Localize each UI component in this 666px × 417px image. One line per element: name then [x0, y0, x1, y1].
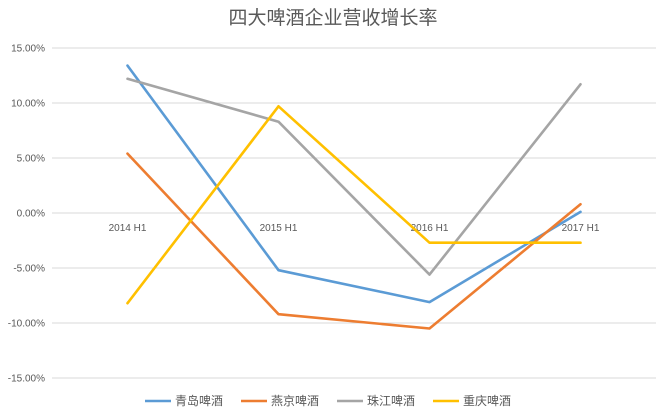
- x-tick-label: 2016 H1: [411, 223, 449, 234]
- legend-label: 青岛啤酒: [175, 393, 223, 408]
- series-line-3: [126, 77, 582, 276]
- legend: 青岛啤酒 燕京啤酒 珠江啤酒 重庆啤酒: [145, 393, 511, 408]
- x-tick-label: 2014 H1: [109, 223, 147, 234]
- series-line-4: [126, 105, 582, 305]
- x-tick-label: 2015 H1: [260, 223, 298, 234]
- x-tick-label: 2017 H1: [562, 223, 600, 234]
- y-tick-label: 5.00%: [17, 154, 45, 165]
- x-axis: 2014 H1 2015 H1 2016 H1 2017 H1: [109, 223, 600, 234]
- legend-label: 珠江啤酒: [367, 393, 415, 408]
- series-line-2: [126, 152, 582, 330]
- y-tick-label: -15.00%: [8, 374, 45, 385]
- legend-label: 重庆啤酒: [463, 393, 511, 408]
- chart-title: 四大啤酒企业营收增长率: [228, 7, 437, 29]
- series-layer: [126, 64, 582, 330]
- legend-label: 燕京啤酒: [271, 393, 319, 408]
- grid-layer: [52, 47, 656, 379]
- y-tick-label: 0.00%: [17, 209, 45, 220]
- y-tick-label: 10.00%: [11, 99, 45, 110]
- y-tick-label: -10.00%: [8, 319, 45, 330]
- series-line-1: [126, 64, 582, 304]
- y-tick-label: 15.00%: [11, 44, 45, 55]
- y-axis: 15.00% 10.00% 5.00% 0.00% -5.00% -10.00% -15.0…: [8, 44, 45, 385]
- y-tick-label: -5.00%: [13, 264, 45, 275]
